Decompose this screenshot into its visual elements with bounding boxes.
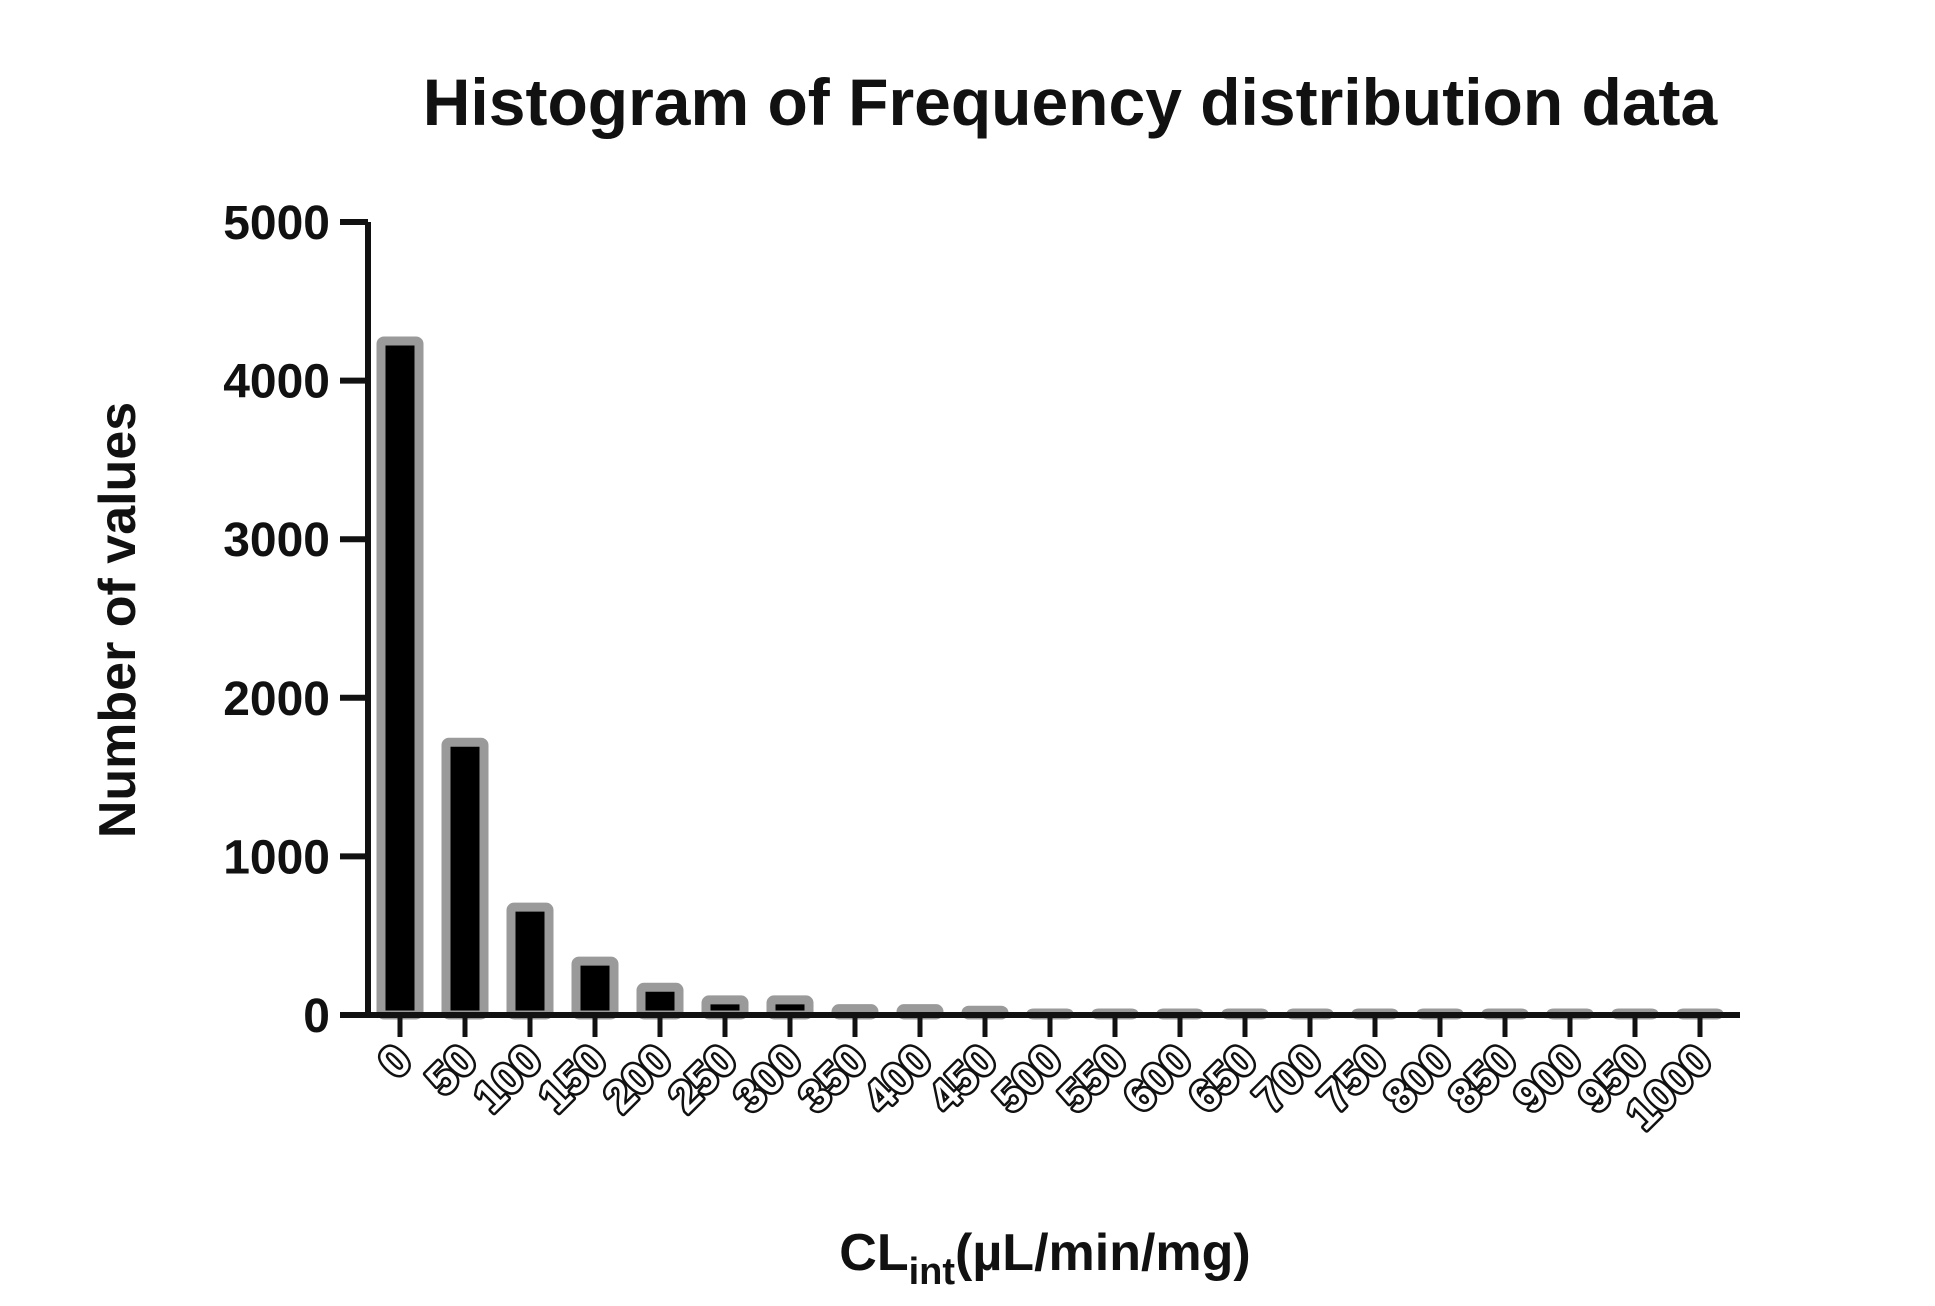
- y-axis-label: Number of values: [89, 402, 147, 838]
- y-tick-label: 5000: [223, 197, 330, 250]
- histogram-bar: [441, 737, 489, 1020]
- x-axis-label-subscript: int: [909, 1251, 956, 1293]
- x-axis-label-main: CL: [839, 1224, 908, 1282]
- y-tick-label: 2000: [223, 673, 330, 726]
- plot-area: 0100020003000400050000501001502002503003…: [223, 197, 1740, 1142]
- x-axis-label: CLint(µL/min/mg): [839, 1224, 1250, 1293]
- histogram-bar: [506, 902, 554, 1020]
- histogram-bar: [376, 336, 424, 1020]
- x-axis-label-units: (µL/min/mg): [955, 1224, 1251, 1282]
- y-tick-label: 1000: [223, 831, 330, 884]
- y-tick-label: 3000: [223, 514, 330, 567]
- histogram-bar: [571, 956, 619, 1020]
- y-tick-label: 4000: [223, 356, 330, 409]
- histogram-bar: [636, 982, 684, 1020]
- x-tick-label: 0: [369, 1035, 421, 1087]
- chart-title: Histogram of Frequency distribution data: [423, 65, 1719, 139]
- y-tick-label: 0: [303, 990, 330, 1043]
